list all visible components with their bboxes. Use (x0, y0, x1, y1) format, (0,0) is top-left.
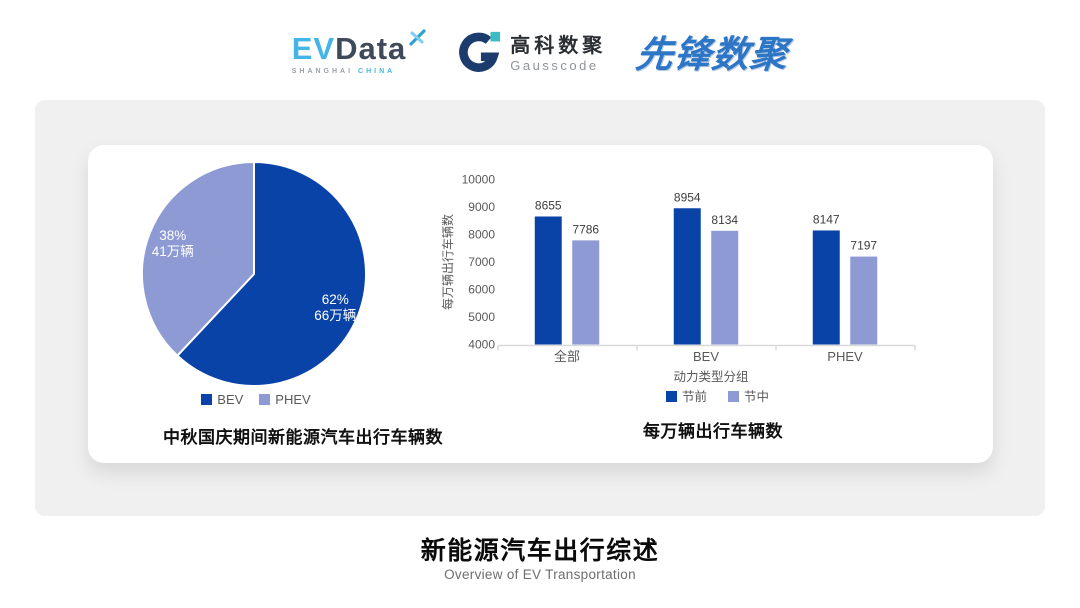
category-label-PHEV: PHEV (827, 349, 863, 364)
bar-节前-BEV (673, 208, 701, 345)
pie-legend-label: BEV (217, 392, 244, 407)
y-tick-label: 9000 (468, 200, 495, 214)
y-tick-label: 4000 (468, 338, 495, 352)
gausscode-logo: 高科数聚 Gausscode (456, 29, 606, 80)
bar-value-label: 7197 (850, 239, 877, 253)
evdata-logo: EV Data SHANGHAI CHINA (291, 29, 427, 75)
bar-value-label: 8954 (674, 190, 701, 204)
y-tick-label: 8000 (468, 228, 495, 242)
x-axis-title: 动力类型分组 (673, 370, 748, 384)
pie-chart-svg: 62%66万辆 38%41万辆 (141, 161, 367, 387)
y-tick-label: 6000 (468, 283, 495, 297)
bar-节中-PHEV (850, 256, 878, 345)
pie-slice-BEV (176, 161, 367, 387)
pie-legend: BEV PHEV (124, 392, 388, 407)
pie-legend-item-BEV: BEV (201, 392, 243, 407)
bar-value-label: 8147 (813, 212, 840, 226)
y-axis-title: 每万辆出行车辆数 (440, 214, 455, 310)
bar-节中-BEV (711, 230, 739, 345)
y-tick-label: 10000 (462, 173, 496, 187)
pie-chart-title: 中秋国庆期间新能源汽车出行车辆数 (163, 428, 443, 447)
pie-value-label: 41万辆 (152, 244, 194, 259)
category-label-BEV: BEV (693, 349, 719, 364)
category-label-全部: 全部 (554, 349, 580, 364)
bar-节中-全部 (572, 240, 600, 345)
bar-value-label: 8134 (711, 213, 738, 227)
bar-legend-label-节前: 节前 (682, 389, 707, 404)
legend-swatch-icon (201, 394, 213, 405)
pie-legend-label: PHEV (275, 392, 311, 407)
legend-swatch-icon (728, 391, 739, 402)
pie-value-label: 66万辆 (314, 308, 356, 323)
legend-swatch-icon (259, 394, 271, 405)
bar-value-label: 7786 (572, 222, 599, 236)
legend-swatch-icon (666, 391, 677, 402)
bar-节前-PHEV (812, 230, 840, 345)
gausscode-g-icon (456, 29, 502, 80)
pie-legend-item-PHEV: PHEV (259, 392, 311, 407)
evdata-subtext: SHANGHAI CHINA (291, 68, 396, 75)
pie-percent-label: 38% (159, 228, 186, 243)
pioneer-logo: 先锋数聚 (634, 33, 791, 75)
header-logos: EV Data SHANGHAI CHINA (0, 20, 1080, 88)
bar-chart-title: 每万辆出行车辆数 (643, 421, 783, 441)
gausscode-cn-text: 高科数聚 (510, 34, 607, 57)
bar-legend-label-节中: 节中 (744, 389, 769, 404)
y-tick-label: 5000 (468, 310, 495, 324)
gausscode-en-text: Gausscode (510, 57, 599, 73)
content-panel: 62% 66万辆 38% 41万辆 BEV PHEV 中秋国庆期间新能源汽车出行车辆数 … (35, 100, 1045, 516)
bar-chart-svg: 4000 5000 6000 7000 8000 9000 10000 每万辆出行车辆数 865… (440, 173, 916, 441)
page-title: 新能源汽车出行综述 (420, 537, 660, 565)
y-tick-label: 7000 (468, 255, 495, 269)
evdata-ev-text: EV (291, 31, 336, 66)
evdata-data-text: Data (335, 31, 407, 66)
chart-card: 62% 66万辆 38% 41万辆 BEV PHEV 中秋国庆期间新能源汽车出行车辆数 … (88, 145, 993, 463)
page-subtitle: Overview of EV Transportation (444, 567, 636, 582)
bar-value-label: 8655 (535, 198, 562, 212)
pie-percent-label: 62% (322, 292, 349, 307)
evdata-spark-x-icon (408, 29, 426, 51)
pie-slice-PHEV (141, 161, 255, 357)
bar-节前-全部 (534, 216, 562, 345)
